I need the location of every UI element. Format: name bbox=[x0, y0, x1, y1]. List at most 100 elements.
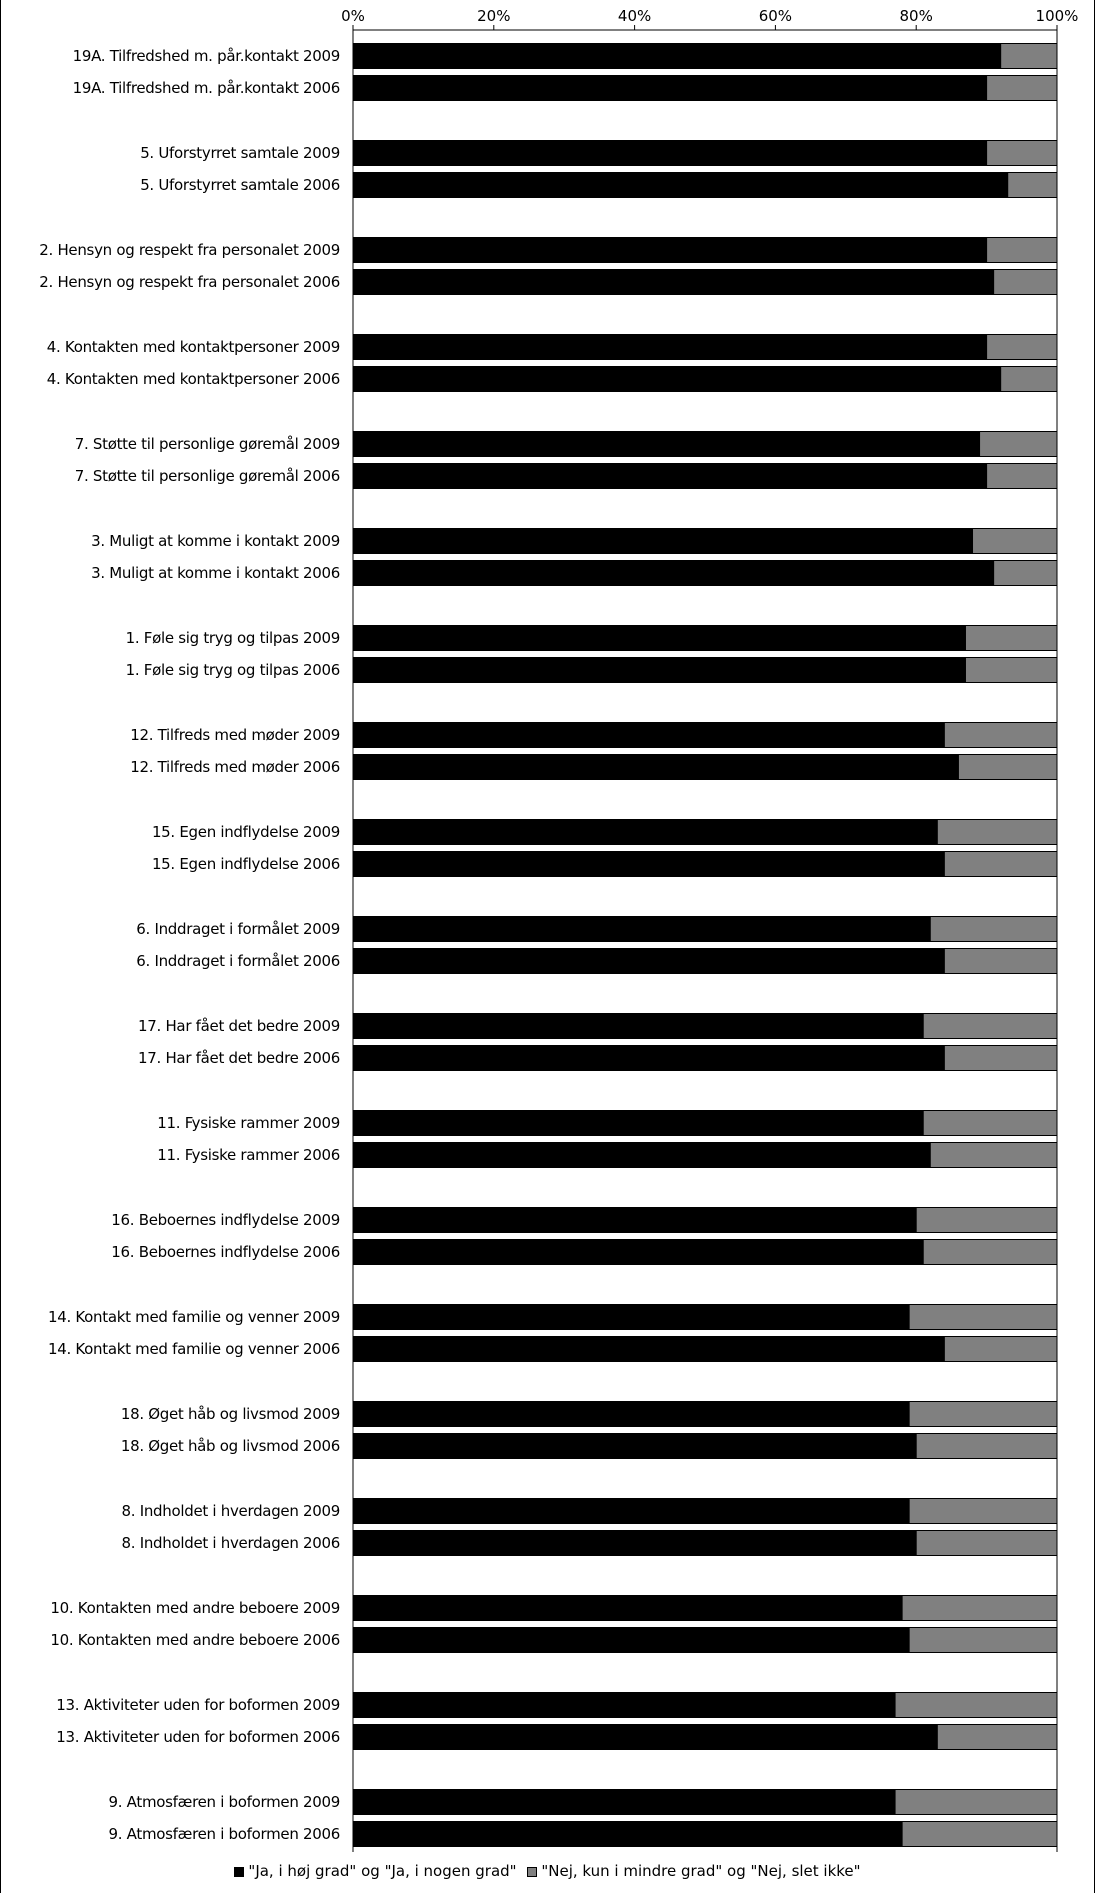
bar-negative bbox=[993, 560, 1058, 586]
bar-negative bbox=[957, 754, 1058, 780]
category-label: 8. Indholdet i hverdagen 2006 bbox=[122, 1534, 340, 1552]
bar-negative bbox=[915, 1530, 1058, 1556]
bar-positive bbox=[352, 560, 995, 586]
bar-negative bbox=[943, 851, 1058, 877]
bar-negative bbox=[908, 1304, 1058, 1330]
x-tick-label: 100% bbox=[1036, 7, 1079, 25]
bar-positive bbox=[352, 1433, 917, 1459]
bar-positive bbox=[352, 916, 931, 942]
bar-positive bbox=[352, 851, 945, 877]
bar-positive bbox=[352, 948, 945, 974]
bar-positive bbox=[352, 1692, 896, 1718]
category-label: 16. Beboernes indflydelse 2009 bbox=[111, 1211, 340, 1229]
category-label: 17. Har fået det bedre 2006 bbox=[138, 1049, 340, 1067]
bar-negative bbox=[922, 1013, 1058, 1039]
category-label: 4. Kontakten med kontaktpersoner 2006 bbox=[47, 370, 340, 388]
category-label: 1. Føle sig tryg og tilpas 2006 bbox=[126, 661, 340, 679]
bar-positive bbox=[352, 1045, 945, 1071]
bar-positive bbox=[352, 269, 995, 295]
legend-item-positive: "Ja, i høj grad" og "Ja, i nogen grad" bbox=[234, 1862, 517, 1880]
category-label: 7. Støtte til personlige gøremål 2009 bbox=[75, 435, 340, 453]
category-label: 15. Egen indflydelse 2006 bbox=[152, 855, 340, 873]
category-label: 3. Muligt at komme i kontakt 2009 bbox=[91, 532, 340, 550]
legend-item-negative: "Nej, kun i mindre grad" og "Nej, slet i… bbox=[527, 1862, 861, 1880]
category-label: 2. Hensyn og respekt fra personalet 2006 bbox=[39, 273, 340, 291]
bar-negative bbox=[986, 237, 1058, 263]
bar-negative bbox=[922, 1239, 1058, 1265]
category-label: 4. Kontakten med kontaktpersoner 2009 bbox=[47, 338, 340, 356]
bar-negative bbox=[908, 1627, 1058, 1653]
category-label: 12. Tilfreds med møder 2006 bbox=[130, 758, 340, 776]
category-label: 10. Kontakten med andre beboere 2009 bbox=[50, 1599, 340, 1617]
category-label: 9. Atmosfæren i boformen 2009 bbox=[109, 1793, 341, 1811]
category-label: 5. Uforstyrret samtale 2009 bbox=[140, 144, 340, 162]
bar-positive bbox=[352, 1304, 910, 1330]
category-label: 19A. Tilfredshed m. pår.kontakt 2006 bbox=[73, 79, 340, 97]
bar-positive bbox=[352, 1142, 931, 1168]
category-label: 19A. Tilfredshed m. pår.kontakt 2009 bbox=[73, 47, 340, 65]
category-label: 2. Hensyn og respekt fra personalet 2009 bbox=[39, 241, 340, 259]
category-label: 1. Føle sig tryg og tilpas 2009 bbox=[126, 629, 340, 647]
bar-negative bbox=[964, 625, 1058, 651]
legend: "Ja, i høj grad" og "Ja, i nogen grad" "… bbox=[0, 1862, 1095, 1880]
category-label: 14. Kontakt med familie og venner 2009 bbox=[48, 1308, 340, 1326]
category-label: 18. Øget håb og livsmod 2009 bbox=[121, 1405, 340, 1423]
bar-positive bbox=[352, 172, 1009, 198]
bar-negative bbox=[1000, 366, 1058, 392]
bar-negative bbox=[915, 1433, 1058, 1459]
bar-positive bbox=[352, 75, 988, 101]
bar-negative bbox=[1007, 172, 1058, 198]
bar-negative bbox=[908, 1401, 1058, 1427]
legend-label-negative: "Nej, kun i mindre grad" og "Nej, slet i… bbox=[541, 1862, 861, 1880]
x-tick-label: 40% bbox=[618, 7, 651, 25]
bar-negative bbox=[986, 463, 1058, 489]
bar-negative bbox=[943, 722, 1058, 748]
legend-swatch-negative bbox=[527, 1866, 538, 1877]
category-label: 5. Uforstyrret samtale 2006 bbox=[140, 176, 340, 194]
bar-positive bbox=[352, 1239, 924, 1265]
bar-positive bbox=[352, 1595, 903, 1621]
bar-positive bbox=[352, 722, 945, 748]
x-tick-label: 60% bbox=[759, 7, 792, 25]
bar-negative bbox=[915, 1207, 1058, 1233]
category-label: 6. Inddraget i formålet 2009 bbox=[136, 920, 340, 938]
bar-positive bbox=[352, 754, 959, 780]
x-tick-label: 20% bbox=[477, 7, 510, 25]
bar-positive bbox=[352, 657, 966, 683]
bar-positive bbox=[352, 334, 988, 360]
category-label: 9. Atmosfæren i boformen 2006 bbox=[109, 1825, 341, 1843]
bar-negative bbox=[986, 140, 1058, 166]
bar-positive bbox=[352, 43, 1002, 69]
category-label: 10. Kontakten med andre beboere 2006 bbox=[50, 1631, 340, 1649]
bar-negative bbox=[993, 269, 1058, 295]
category-label: 6. Inddraget i formålet 2006 bbox=[136, 952, 340, 970]
bar-positive bbox=[352, 366, 1002, 392]
category-label: 11. Fysiske rammer 2006 bbox=[157, 1146, 340, 1164]
category-label: 3. Muligt at komme i kontakt 2006 bbox=[91, 564, 340, 582]
bar-negative bbox=[929, 1142, 1058, 1168]
bar-negative bbox=[972, 528, 1058, 554]
category-label: 12. Tilfreds med møder 2009 bbox=[130, 726, 340, 744]
bar-positive bbox=[352, 1498, 910, 1524]
bar-negative bbox=[943, 948, 1058, 974]
category-label: 15. Egen indflydelse 2009 bbox=[152, 823, 340, 841]
bar-negative bbox=[936, 1724, 1058, 1750]
bar-positive bbox=[352, 1789, 896, 1815]
category-label: 11. Fysiske rammer 2009 bbox=[157, 1114, 340, 1132]
bar-positive bbox=[352, 1401, 910, 1427]
category-label: 7. Støtte til personlige gøremål 2006 bbox=[75, 467, 340, 485]
bar-positive bbox=[352, 528, 974, 554]
bar-negative bbox=[1000, 43, 1058, 69]
category-label: 13. Aktiviteter uden for boformen 2009 bbox=[56, 1696, 340, 1714]
category-label: 18. Øget håb og livsmod 2006 bbox=[121, 1437, 340, 1455]
bar-positive bbox=[352, 1627, 910, 1653]
bar-negative bbox=[901, 1595, 1058, 1621]
bar-negative bbox=[986, 334, 1058, 360]
bar-negative bbox=[986, 75, 1058, 101]
x-tick-label: 0% bbox=[341, 7, 365, 25]
bar-positive bbox=[352, 237, 988, 263]
bar-negative bbox=[943, 1336, 1058, 1362]
legend-label-positive: "Ja, i høj grad" og "Ja, i nogen grad" bbox=[248, 1862, 517, 1880]
